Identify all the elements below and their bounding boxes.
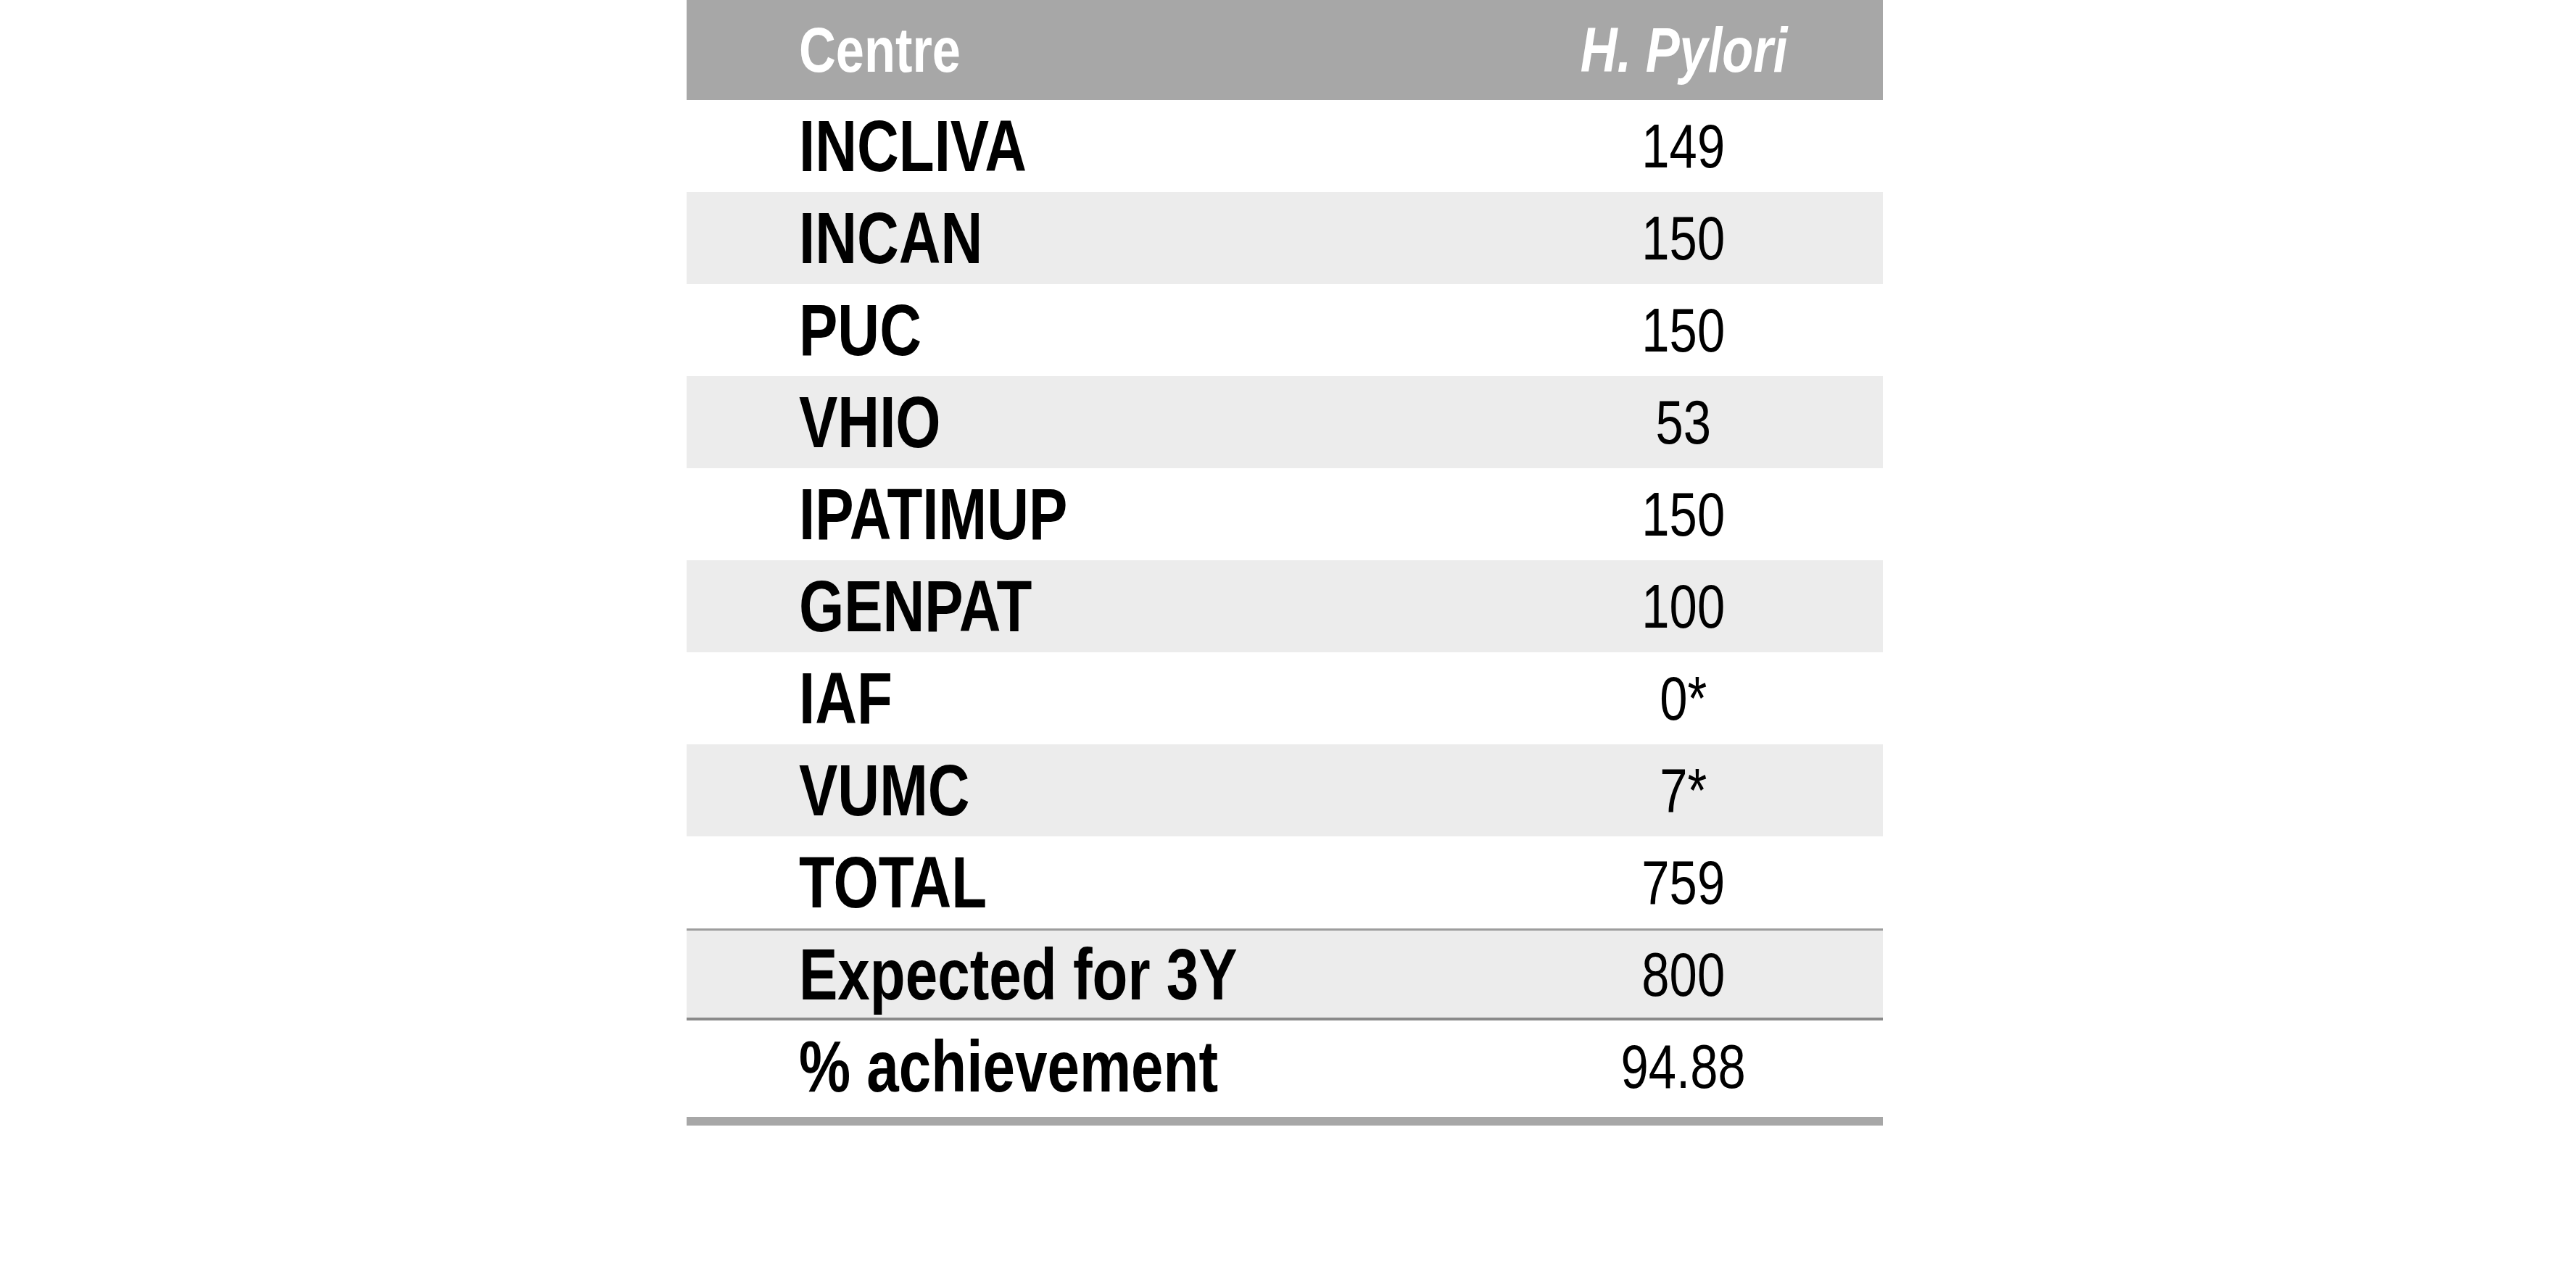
centre-text: INCAN — [799, 196, 982, 280]
value-cell: 149 — [1484, 100, 1883, 192]
header-centre-cell: Centre — [687, 0, 1484, 100]
table-header-row: Centre H. Pylori — [687, 0, 1883, 100]
centre-text: GENPAT — [799, 565, 1032, 648]
centre-cell: INCAN — [687, 192, 1484, 284]
value-text: 53 — [1656, 386, 1712, 458]
page: Centre H. Pylori INCLIVA 149 INCAN 150 P… — [0, 0, 2576, 1264]
centre-cell: Expected for 3Y — [687, 931, 1484, 1018]
header-centre-label: Centre — [799, 13, 961, 87]
value-cell: 100 — [1484, 560, 1883, 652]
centre-cell: % achievement — [687, 1020, 1484, 1113]
value-cell: 800 — [1484, 931, 1883, 1018]
table-row-achievement: % achievement 94.88 — [687, 1020, 1883, 1113]
table-row: VUMC 7* — [687, 744, 1883, 836]
table-row: IPATIMUP 150 — [687, 468, 1883, 560]
table-row-total: TOTAL 759 — [687, 836, 1883, 928]
centre-text: INCLIVA — [799, 104, 1027, 188]
value-text: 150 — [1642, 202, 1726, 274]
centre-cell: PUC — [687, 284, 1484, 376]
value-cell: 150 — [1484, 284, 1883, 376]
centre-text: IPATIMUP — [799, 473, 1067, 556]
centre-text: IAF — [799, 657, 893, 740]
centre-cell: GENPAT — [687, 560, 1484, 652]
value-cell: 150 — [1484, 192, 1883, 284]
value-text: 7* — [1660, 754, 1707, 826]
table-row: INCAN 150 — [687, 192, 1883, 284]
value-text: 150 — [1642, 478, 1726, 550]
centre-cell: IAF — [687, 652, 1484, 744]
hpylori-recruitment-table: Centre H. Pylori INCLIVA 149 INCAN 150 P… — [687, 0, 1883, 1126]
centre-cell: INCLIVA — [687, 100, 1484, 192]
table-row: GENPAT 100 — [687, 560, 1883, 652]
value-cell: 94.88 — [1484, 1020, 1883, 1113]
header-hpylori-cell: H. Pylori — [1484, 0, 1883, 100]
value-text: 100 — [1642, 570, 1726, 642]
table-bottom-border — [687, 1117, 1883, 1126]
value-cell: 7* — [1484, 744, 1883, 836]
centre-cell: TOTAL — [687, 836, 1484, 928]
value-text: 149 — [1642, 110, 1726, 182]
value-text: 759 — [1642, 847, 1726, 918]
header-hpylori-label: H. Pylori — [1580, 13, 1787, 87]
centre-cell: VHIO — [687, 376, 1484, 468]
centre-cell: IPATIMUP — [687, 468, 1484, 560]
value-cell: 759 — [1484, 836, 1883, 928]
centre-cell: VUMC — [687, 744, 1484, 836]
table-row: PUC 150 — [687, 284, 1883, 376]
table-row: VHIO 53 — [687, 376, 1883, 468]
table-row-expected: Expected for 3Y 800 — [687, 928, 1883, 1020]
centre-text: % achievement — [799, 1025, 1218, 1108]
table-row: INCLIVA 149 — [687, 100, 1883, 192]
value-text: 150 — [1642, 294, 1726, 366]
value-text: 94.88 — [1621, 1031, 1746, 1102]
table-row: IAF 0* — [687, 652, 1883, 744]
centre-text: Expected for 3Y — [799, 933, 1238, 1016]
centre-text: VUMC — [799, 749, 970, 832]
value-text: 0* — [1660, 662, 1707, 734]
value-cell: 0* — [1484, 652, 1883, 744]
centre-text: TOTAL — [799, 841, 987, 924]
value-text: 800 — [1642, 939, 1726, 1010]
centre-text: VHIO — [799, 381, 941, 464]
value-cell: 150 — [1484, 468, 1883, 560]
centre-text: PUC — [799, 288, 922, 372]
value-cell: 53 — [1484, 376, 1883, 468]
